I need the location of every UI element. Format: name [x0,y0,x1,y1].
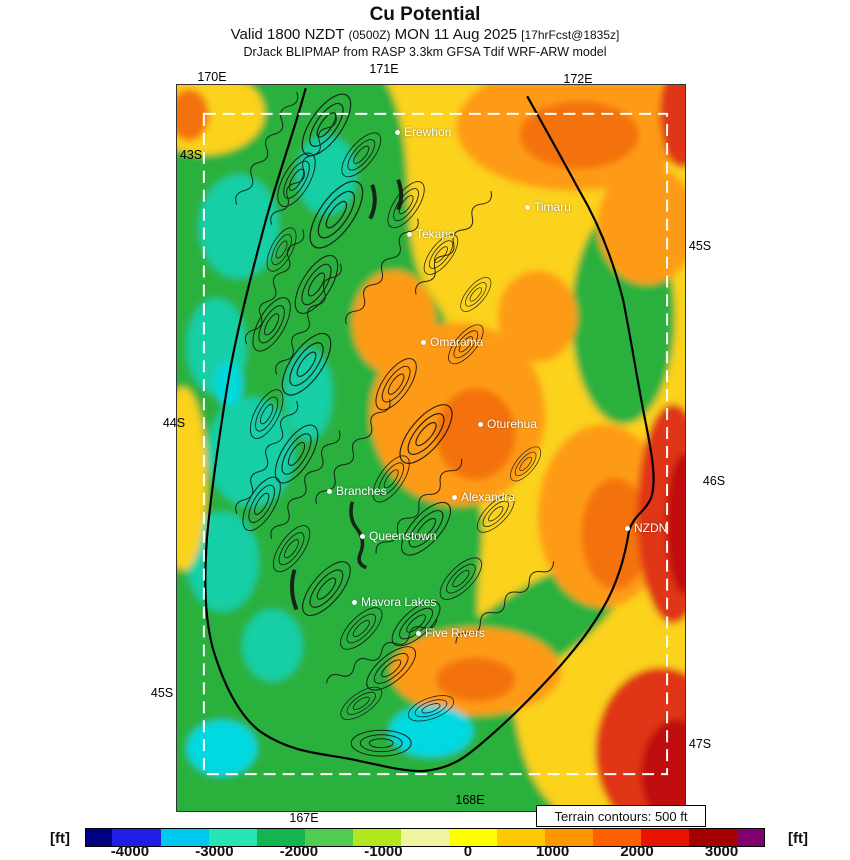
city-marker-nzdn: NZDN [625,521,667,535]
colorbar-tick: -1000 [364,843,403,860]
city-marker-timaru: Timaru [525,200,571,214]
valid-zulu: (0500Z) [348,28,391,42]
colorbar-tick: 1000 [535,843,570,860]
page-title: Cu Potential [369,4,481,25]
colorbar-segment [449,829,498,846]
colorbar-tick: -3000 [195,843,234,860]
colorbar-segment [160,829,209,846]
city-marker-branches: Branches [327,484,387,498]
lon-label-172e: 172E [563,72,593,86]
colorbar-segment [208,829,257,846]
colorbar-tick: 0 [463,843,473,860]
colorbar-tick: 3000 [704,843,739,860]
colorbar-segment [352,829,401,846]
colorbar-segment [256,829,305,846]
lat-label-43s: 43S [179,148,203,162]
colorbar-segment [545,829,594,846]
city-marker-oturehua: Oturehua [478,417,537,431]
valid-line: Valid 1800 NZDT (0500Z) MON 11 Aug 2025 … [0,26,850,43]
colorbar-ticks: -4000 -3000 -2000 -1000 0 1000 2000 3000 [85,843,765,860]
field-colors [177,85,685,811]
city-label: Erewhon [404,125,452,139]
map-image [177,85,685,811]
lake-outline [349,501,367,570]
city-label: Branches [336,484,387,498]
city-dot [478,421,483,427]
city-dot [416,630,421,636]
colorbar-segment [737,829,764,846]
city-marker-erewhon: Erewhon [395,125,451,139]
colorbar-segment [497,829,546,846]
colorbar-segment [593,829,642,846]
city-label: Tekapo [416,227,455,241]
lon-label-168e: 168E [455,793,485,807]
city-label: Timaru [534,200,571,214]
domain-boundary-dashed [202,112,669,776]
terrain-contours [232,85,557,757]
colorbar-unit-right: [ft] [788,830,808,847]
forecast-tag: [17hrFcst@1835z] [521,28,620,42]
colorbar-segment [400,829,449,846]
lon-label-170e: 170E [197,70,227,84]
coastline-path [204,87,655,773]
lake-outline [396,179,404,211]
city-marker-mavora-lakes: Mavora Lakes [352,595,436,609]
forecast-map: Erewhon Timaru Tekapo Omarama Oturehua B… [176,84,686,812]
city-label: Oturehua [487,417,538,431]
colorbar-segment [641,829,690,846]
lake-outline [290,569,299,611]
model-line: DrJack BLIPMAP from RASP 3.3km GFSA Tdif… [243,45,607,59]
valid-date: MON 11 Aug 2025 [390,26,522,43]
city-label: Queenstown [369,529,437,543]
city-marker-alexandra: Alexandra [452,490,515,504]
city-marker-tekapo: Tekapo [407,227,455,241]
city-marker-omarama: Omarama [421,335,483,349]
colorbar-tick: -2000 [279,843,319,860]
city-dot [407,231,412,237]
city-label: Five Rivers [425,626,486,640]
valid-prefix: Valid 1800 NZDT [230,26,349,43]
city-marker-queenstown: Queenstown [360,529,436,543]
terrain-note-box: Terrain contours: 500 ft [536,805,706,827]
city-dot [395,129,400,135]
lat-label-44s: 44S [162,416,186,430]
city-dot [452,494,457,500]
colorbar-segment [112,829,161,846]
colorbar-segment [689,829,738,846]
colorbar-tick: -4000 [110,843,150,860]
city-label: Alexandra [461,490,516,504]
city-dot [625,525,630,531]
lat-label-45s-right: 45S [688,239,712,253]
city-label: NZDN [634,521,668,535]
colorbar-segment [304,829,353,846]
city-marker-five-rivers: Five Rivers [416,626,485,640]
lat-label-46s: 46S [702,474,726,488]
colorbar-tick: 2000 [620,843,654,860]
city-dot [525,204,530,210]
lat-label-47s: 47S [688,737,712,751]
city-dot [352,599,357,605]
city-dot [421,339,426,345]
city-label: Mavora Lakes [361,595,437,609]
colorbar-unit-left: [ft] [50,830,70,847]
city-dot [327,488,332,494]
lon-label-171e: 171E [369,62,399,76]
lake-outline [368,184,377,220]
lon-label-167e: 167E [289,811,319,825]
lat-label-45s-left: 45S [150,686,174,700]
terrain-note-text: Terrain contours: 500 ft [554,808,688,824]
city-label: Omarama [430,335,484,349]
city-dot [360,533,365,539]
colorbar-swatches [85,828,765,847]
colorbar-segment [86,829,113,846]
